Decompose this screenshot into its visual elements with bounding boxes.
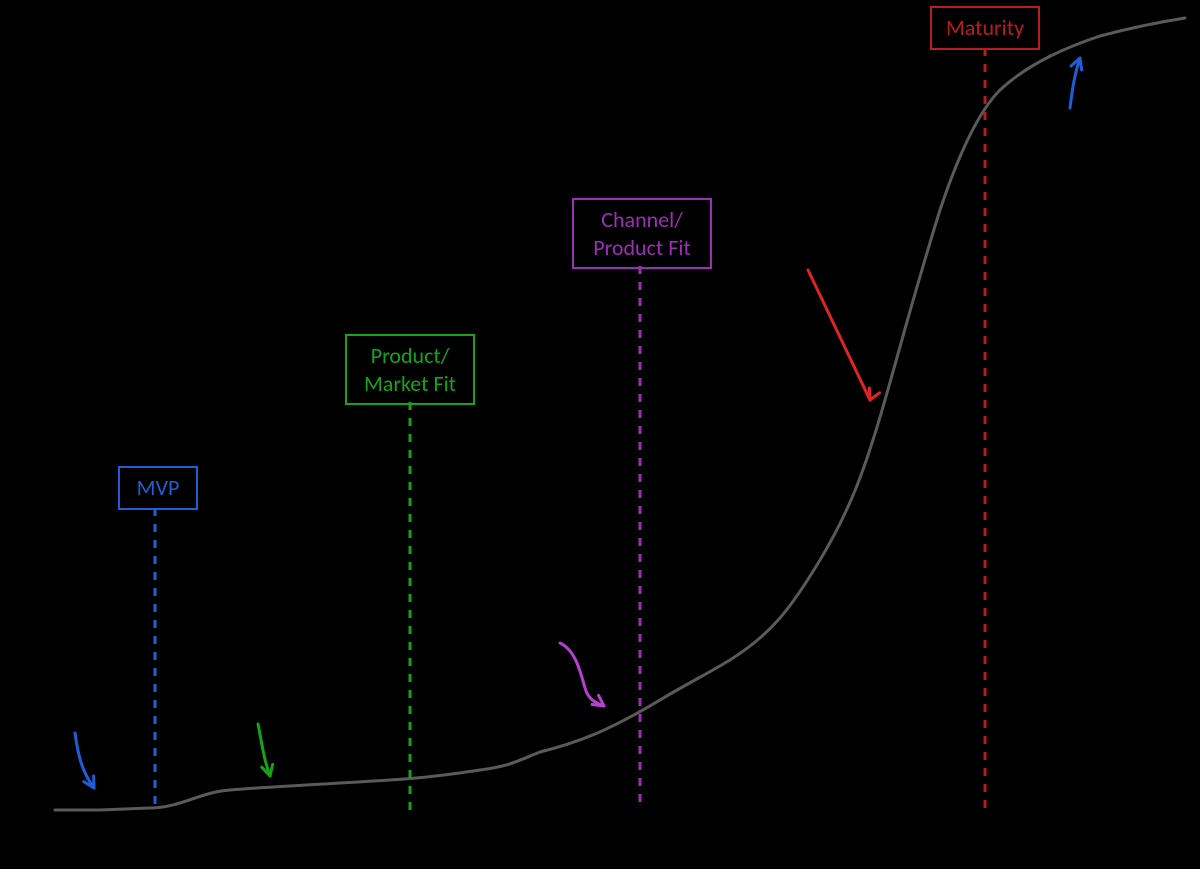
growth-curve <box>55 18 1185 810</box>
milestone-arrow-maturity <box>808 270 870 400</box>
milestone-arrow-cpf <box>560 643 604 706</box>
milestone-arrow-mvp <box>75 733 94 788</box>
milestone-label-maturity: Maturity <box>930 6 1040 50</box>
milestone-label-mvp: MVP <box>118 466 198 510</box>
growth-curve-diagram <box>0 0 1200 869</box>
milestone-label-cpf: Channel/ Product Fit <box>572 198 712 269</box>
milestone-label-pmf: Product/ Market Fit <box>345 334 475 405</box>
